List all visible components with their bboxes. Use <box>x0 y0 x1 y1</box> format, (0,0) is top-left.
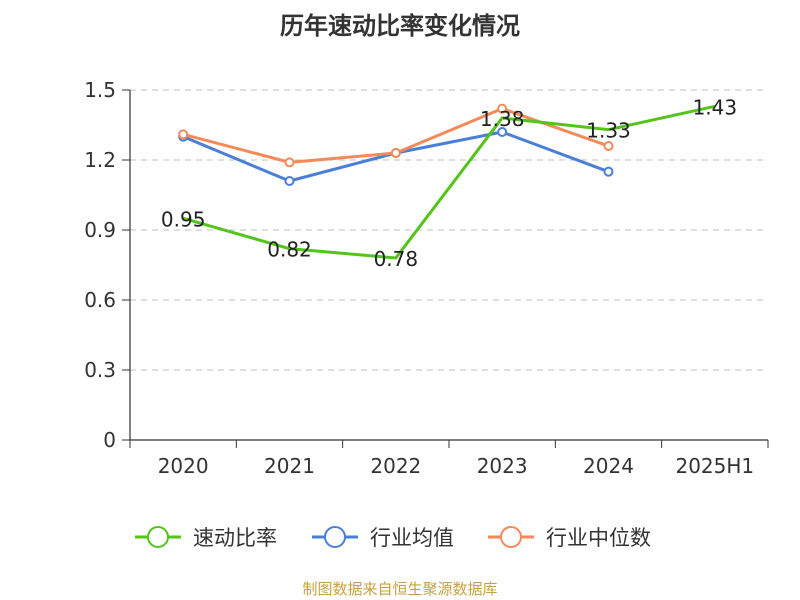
data-label: 0.95 <box>161 207 206 231</box>
axes: 0 0.3 0.6 0.9 1.2 1.5 2020 2021 2022 2023 2024 2025… <box>84 78 769 478</box>
x-tick-label: 2023 <box>477 454 528 478</box>
series-point-3 <box>284 157 295 168</box>
x-tick-label: 2022 <box>370 454 421 478</box>
legend-marker-icon <box>147 526 169 548</box>
data-label: 1.43 <box>693 95 738 119</box>
grid-lines <box>130 89 768 371</box>
legend-label: 速动比率 <box>193 526 277 550</box>
data-labels: 0.95 0.82 0.78 1.38 1.33 1.43 <box>161 95 737 271</box>
chart-title: 历年速动比率变化情况 <box>280 12 520 40</box>
legend-label: 行业中位数 <box>546 526 651 550</box>
data-label: 1.38 <box>480 107 525 131</box>
x-tick-label: 2020 <box>158 454 209 478</box>
x-tick-label: 2025H1 <box>675 454 754 478</box>
y-tick-label: 0.3 <box>84 358 116 382</box>
series-point-3 <box>178 129 189 140</box>
series-group <box>178 103 716 260</box>
y-tick-label: 0.6 <box>84 288 116 312</box>
series-line-1 <box>182 104 716 260</box>
legend-marker-icon <box>324 526 346 548</box>
series-point-3 <box>390 148 401 158</box>
legend: 速动比率 行业均值 行业中位数 <box>135 526 651 550</box>
series-point-2 <box>603 166 614 177</box>
series-point-2 <box>284 176 295 186</box>
data-label: 0.78 <box>374 247 419 271</box>
x-tick-label: 2021 <box>264 454 315 478</box>
series-point-3 <box>603 141 614 151</box>
data-label: 0.82 <box>267 238 312 262</box>
y-tick-label: 0 <box>103 428 116 452</box>
y-tick-label: 1.5 <box>84 78 116 102</box>
series-point-3 <box>497 103 508 114</box>
y-tick-label: 0.9 <box>84 218 116 242</box>
x-tick-label: 2024 <box>583 454 634 478</box>
y-tick-label: 1.2 <box>84 148 116 172</box>
data-label: 1.33 <box>586 119 631 143</box>
legend-marker-icon <box>500 526 522 548</box>
series-point-2 <box>497 127 508 137</box>
legend-label: 行业均值 <box>370 526 454 550</box>
source-note: 制图数据来自恒生聚源数据库 <box>302 580 497 598</box>
